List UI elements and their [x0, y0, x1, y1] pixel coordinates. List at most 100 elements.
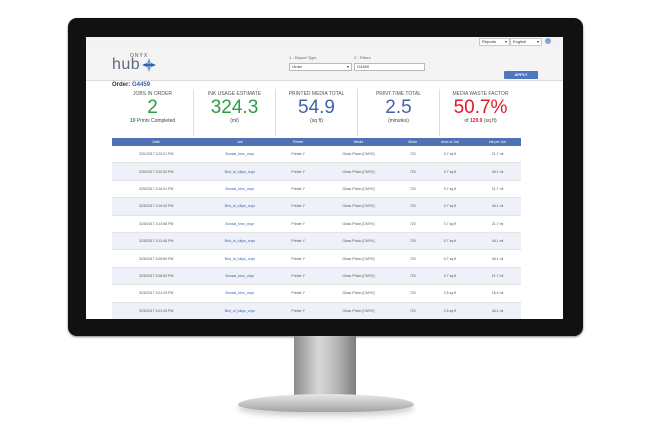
table-cell[interactable]: Bonsai_lmrc_onyx [200, 146, 280, 164]
order-number: G4459 [132, 82, 151, 88]
table-row[interactable]: 3/25/2017 3:16:40 PM Bird_of_tulips_onyx P… [112, 197, 521, 216]
chevron-down-icon: ▾ [346, 64, 349, 69]
table-cell: 2.5 sq ft [425, 302, 475, 319]
table-cell[interactable]: Bonsai_lmrc_onyx [200, 180, 280, 199]
kpi-value: 324.3 [210, 97, 259, 118]
table-cell: Gloss Photo [CMYK] [317, 197, 400, 216]
page-header: ONYX hub 1 - Report Type Order ▾ 2 - Fil… [86, 47, 563, 81]
table-cell[interactable]: Bird_of_tulips_onyx [200, 249, 280, 268]
table-cell: 0.7 sq ft [425, 180, 475, 199]
table-row[interactable]: 3/30/2017 3:20:30 PM Bird_of_tulips_onyx P… [112, 162, 521, 181]
table-cell: 3/31/2017 3:20:21 PM [112, 146, 201, 164]
table-row[interactable]: 3/25/2017 3:08:50 PM Bonsai_lmrc_onyx Prin… [112, 267, 521, 286]
table-cell: Printer Y [279, 146, 318, 164]
column-header[interactable]: Media [317, 138, 400, 146]
kpi-unit: (minutes) [388, 118, 409, 124]
table-row[interactable]: 3/31/2017 3:20:21 PM Bonsai_lmrc_onyx Prin… [112, 146, 521, 164]
table-row[interactable]: 3/25/2017 3:12:46 PM Bird_of_tulips_onyx P… [112, 232, 521, 251]
monitor-stand-base [238, 394, 414, 412]
apply-button[interactable]: APPLY [504, 71, 538, 79]
kpi-subtitle: of 129.9 (sq ft) [440, 118, 521, 124]
chevron-down-icon: ▾ [536, 39, 539, 44]
kpi-value: 50.7% [453, 97, 508, 118]
table-cell: Gloss Photo [CMYK] [317, 302, 400, 319]
column-header[interactable]: Ink per Job [474, 138, 521, 146]
table-cell: 720 [399, 146, 426, 164]
table-row[interactable]: 3/25/2017 3:01:29 PM Bonsai_lmrc_onyx Prin… [112, 284, 521, 303]
table-cell: 720 [399, 284, 426, 303]
table-cell: Printer Y [279, 162, 318, 181]
table-cell: 720 [399, 267, 426, 286]
table-cell: 46.1 ml [474, 302, 521, 319]
column-header[interactable]: Area of Job [425, 138, 475, 146]
language-dropdown[interactable]: English ▾ [510, 38, 542, 46]
column-header[interactable]: Date [112, 138, 201, 146]
table-cell: Printer Y [279, 302, 318, 319]
table-body: 3/31/2017 3:20:21 PM Bonsai_lmrc_onyx Prin… [112, 146, 521, 319]
table-cell[interactable]: Bonsai_lmrc_onyx [200, 267, 280, 286]
table-cell: 720 [399, 302, 426, 319]
table-cell: 720 [399, 249, 426, 268]
table-cell: Printer Y [279, 267, 318, 286]
column-header[interactable]: Job [200, 138, 280, 146]
table-cell[interactable]: Bonsai_lmrc_onyx [200, 284, 280, 303]
kpi-printed-media: PRINTED MEDIA TOTAL 54.9 (sq ft) [276, 89, 358, 136]
table-cell: 720 [399, 232, 426, 251]
reports-dropdown-label: Reports [482, 39, 497, 44]
table-cell: 3/25/2017 3:05:50 PM [112, 249, 201, 268]
kpi-title: JOBS IN ORDER [133, 91, 172, 97]
table-cell: 0.7 sq ft [425, 267, 475, 286]
table-cell: Gloss Photo [CMYK] [317, 249, 400, 268]
table-cell: 3/30/2017 3:20:30 PM [112, 162, 201, 181]
table-cell: Printer Y [279, 284, 318, 303]
table-cell[interactable]: Bird_of_tulips_onyx [200, 302, 280, 319]
table-cell[interactable]: Bird_of_tulips_onyx [200, 232, 280, 251]
table-cell: 2.5 sq ft [425, 284, 475, 303]
column-header[interactable]: Mode [399, 138, 426, 146]
kpi-row: JOBS IN ORDER 2 19 Prints Completed INK … [112, 89, 521, 136]
table-cell: 3/25/2017 3:12:46 PM [112, 232, 201, 251]
table-cell: Gloss Photo [CMYK] [317, 267, 400, 286]
table-cell: Gloss Photo [CMYK] [317, 232, 400, 251]
column-header[interactable]: Printer [279, 138, 318, 146]
table-cell: 3/25/2017 3:08:50 PM [112, 267, 201, 286]
table-cell: Gloss Photo [CMYK] [317, 162, 400, 181]
table-row[interactable]: 3/30/2017 3:16:41 PM Bonsai_lmrc_onyx Prin… [112, 180, 521, 199]
prints-completed-count: 19 [129, 118, 136, 124]
reports-dropdown[interactable]: Reports ▾ [479, 38, 510, 46]
waste-prefix: of [464, 118, 469, 124]
table-cell: 46.1 ml [474, 232, 521, 251]
report-type-label: 1 - Report Type [289, 55, 317, 60]
kpi-title: PRINT TIME TOTAL [375, 91, 422, 97]
kpi-value: 2.5 [385, 97, 412, 118]
kpi-value: 2 [147, 97, 158, 118]
help-icon[interactable] [545, 38, 551, 44]
table-cell: 3/25/2017 3:01:25 PM [112, 302, 201, 319]
table-cell: 720 [399, 215, 426, 233]
table-cell: 21.7 ml [474, 215, 521, 233]
table-row[interactable]: 3/25/2017 3:14:56 PM Bonsai_lmrc_onyx Prin… [112, 215, 521, 233]
table-cell: 0.7 sq ft [425, 215, 475, 233]
filters-input[interactable]: G4459 [354, 63, 425, 71]
table-cell: Printer Y [279, 180, 318, 199]
table-cell: 0.7 sq ft [425, 232, 475, 251]
report-type-select[interactable]: Order ▾ [289, 63, 352, 71]
kpi-jobs-in-order: JOBS IN ORDER 2 19 Prints Completed [112, 89, 194, 136]
table-cell: 720 [399, 197, 426, 216]
waste-unit: (sq ft) [483, 118, 497, 124]
table-cell: 720 [399, 162, 426, 181]
table-cell[interactable]: Bonsai_lmrc_onyx [200, 215, 280, 233]
table-row[interactable]: 3/25/2017 3:05:50 PM Bird_of_tulips_onyx P… [112, 249, 521, 268]
table-cell: 0.7 sq ft [425, 146, 475, 164]
table-cell: Gloss Photo [CMYK] [317, 180, 400, 199]
table-cell: 3/25/2017 3:01:29 PM [112, 284, 201, 303]
onyx-hub-logo-icon [142, 58, 156, 72]
table-cell: 3/25/2017 3:14:56 PM [112, 215, 201, 233]
filters-label: 2 - Filters [354, 55, 371, 60]
report-type-value: Order [292, 64, 303, 69]
table-cell: 46.1 ml [474, 162, 521, 181]
table-cell[interactable]: Bird_of_tulips_onyx [200, 162, 280, 181]
table-cell[interactable]: Bird_of_tulips_onyx [200, 197, 280, 216]
kpi-ink-usage: INK USAGE ESTIMATE 324.3 (ml) [194, 89, 276, 136]
table-row[interactable]: 3/25/2017 3:01:25 PM Bird_of_tulips_onyx P… [112, 302, 521, 319]
